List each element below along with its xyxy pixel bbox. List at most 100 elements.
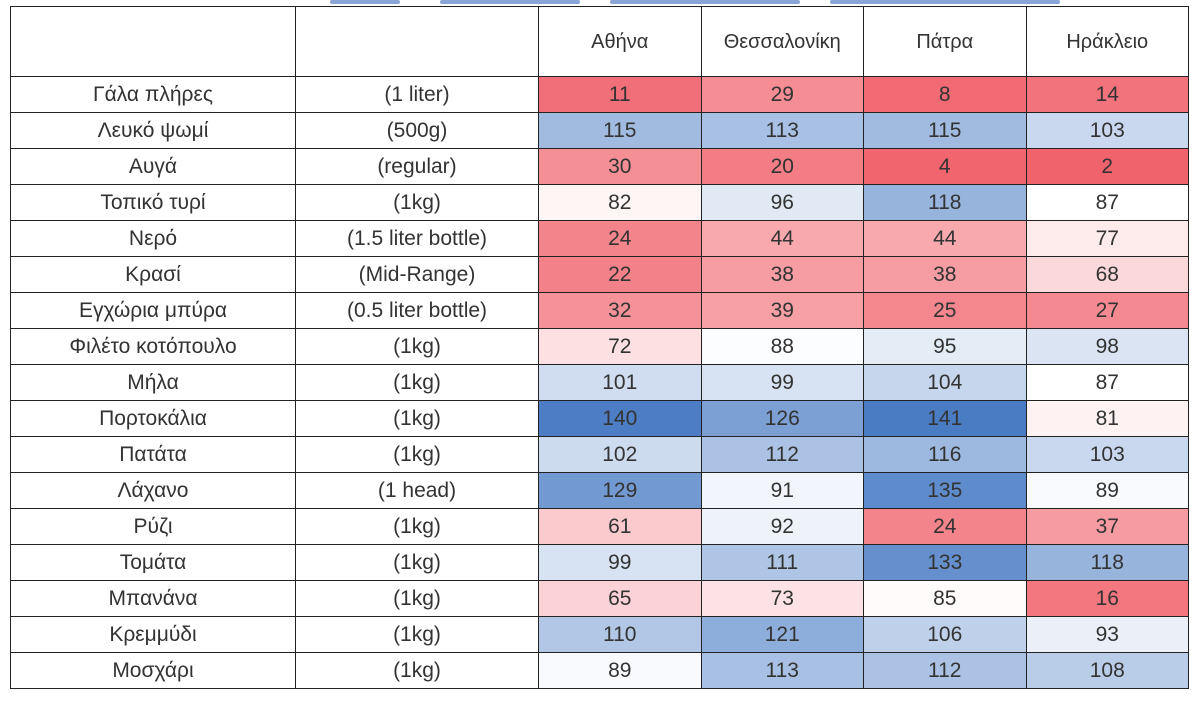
heatmap-cell: 77 [1025, 220, 1189, 257]
row-label: Πορτοκάλια [10, 400, 296, 437]
table-row: Μήλα (1kg) 101 99 104 87 [10, 364, 1189, 401]
table-row: Αυγά (regular) 30 20 4 2 [10, 148, 1189, 185]
heatmap-cell: 115 [538, 112, 702, 149]
cropped-title-fragment [610, 0, 800, 4]
row-label: Ρύζι [10, 508, 296, 545]
row-label: Μοσχάρι [10, 652, 296, 689]
heatmap-cell: 38 [700, 256, 864, 293]
heatmap-cell: 14 [1025, 76, 1189, 113]
table-row: Λευκό ψωμί (500g) 115 113 115 103 [10, 112, 1189, 149]
heatmap-cell: 44 [863, 220, 1027, 257]
heatmap-cell: 25 [863, 292, 1027, 329]
heatmap-cell: 37 [1025, 508, 1189, 545]
row-unit: (regular) [295, 148, 539, 185]
heatmap-cell: 118 [1025, 544, 1189, 581]
row-unit: (1kg) [295, 616, 539, 653]
heatmap-cell: 141 [863, 400, 1027, 437]
column-header-patras: Πάτρα [863, 6, 1027, 77]
heatmap-cell: 102 [538, 436, 702, 473]
row-label: Εγχώρια μπύρα [10, 292, 296, 329]
row-unit: (1kg) [295, 580, 539, 617]
row-unit: (1kg) [295, 364, 539, 401]
heatmap-cell: 61 [538, 508, 702, 545]
row-unit: (1.5 liter bottle) [295, 220, 539, 257]
heatmap-cell: 92 [700, 508, 864, 545]
row-label: Πατάτα [10, 436, 296, 473]
cropped-title-strip [0, 0, 1200, 8]
row-label: Γάλα πλήρες [10, 76, 296, 113]
heatmap-cell: 20 [700, 148, 864, 185]
row-unit: (0.5 liter bottle) [295, 292, 539, 329]
heatmap-cell: 110 [538, 616, 702, 653]
heatmap-cell: 95 [863, 328, 1027, 365]
heatmap-cell: 103 [1025, 436, 1189, 473]
row-unit: (1kg) [295, 436, 539, 473]
header-row: Αθήνα Θεσσαλονίκη Πάτρα Ηράκλειο [10, 6, 1189, 77]
heatmap-cell: 11 [538, 76, 702, 113]
row-label: Φιλέτο κοτόπουλο [10, 328, 296, 365]
heatmap-cell: 129 [538, 472, 702, 509]
heatmap-cell: 65 [538, 580, 702, 617]
row-unit: (1kg) [295, 652, 539, 689]
row-unit: (500g) [295, 112, 539, 149]
heatmap-cell: 88 [700, 328, 864, 365]
row-unit: (1kg) [295, 400, 539, 437]
heatmap-cell: 24 [538, 220, 702, 257]
row-unit: (1kg) [295, 328, 539, 365]
column-header-heraklion: Ηράκλειο [1025, 6, 1189, 77]
table-row: Εγχώρια μπύρα (0.5 liter bottle) 32 39 25 27 [10, 292, 1189, 329]
heatmap-cell: 101 [538, 364, 702, 401]
heatmap-cell: 116 [863, 436, 1027, 473]
row-unit: (Mid-Range) [295, 256, 539, 293]
row-unit: (1kg) [295, 544, 539, 581]
row-label: Λευκό ψωμί [10, 112, 296, 149]
heatmap-cell: 103 [1025, 112, 1189, 149]
row-label: Λάχανο [10, 472, 296, 509]
heatmap-cell: 27 [1025, 292, 1189, 329]
column-header-thessaloniki: Θεσσαλονίκη [700, 6, 864, 77]
table-row: Μπανάνα (1kg) 65 73 85 16 [10, 580, 1189, 617]
heatmap-cell: 87 [1025, 364, 1189, 401]
heatmap-cell: 99 [538, 544, 702, 581]
heatmap-cell: 135 [863, 472, 1027, 509]
heatmap-cell: 113 [700, 652, 864, 689]
heatmap-cell: 72 [538, 328, 702, 365]
cropped-title-fragment [830, 0, 1060, 4]
heatmap-cell: 24 [863, 508, 1027, 545]
heatmap-cell: 96 [700, 184, 864, 221]
heatmap-cell: 112 [863, 652, 1027, 689]
cropped-title-fragment [330, 0, 400, 4]
heatmap-cell: 87 [1025, 184, 1189, 221]
heatmap-cell: 108 [1025, 652, 1189, 689]
heatmap-cell: 118 [863, 184, 1027, 221]
heatmap-cell: 111 [700, 544, 864, 581]
table-row: Μοσχάρι (1kg) 89 113 112 108 [10, 652, 1189, 689]
heatmap-cell: 30 [538, 148, 702, 185]
row-label: Τομάτα [10, 544, 296, 581]
heatmap-cell: 112 [700, 436, 864, 473]
heatmap-cell: 121 [700, 616, 864, 653]
table-row: Τομάτα (1kg) 99 111 133 118 [10, 544, 1189, 581]
row-label: Μήλα [10, 364, 296, 401]
row-label: Κρασί [10, 256, 296, 293]
row-label: Αυγά [10, 148, 296, 185]
table-row: Πορτοκάλια (1kg) 140 126 141 81 [10, 400, 1189, 437]
cropped-title-fragment [440, 0, 580, 4]
heatmap-cell: 22 [538, 256, 702, 293]
table-row: Κρασί (Mid-Range) 22 38 38 68 [10, 256, 1189, 293]
heatmap-cell: 115 [863, 112, 1027, 149]
column-header-athens: Αθήνα [538, 6, 702, 77]
heatmap-cell: 99 [700, 364, 864, 401]
table-row: Νερό (1.5 liter bottle) 24 44 44 77 [10, 220, 1189, 257]
row-unit: (1 head) [295, 472, 539, 509]
heatmap-cell: 93 [1025, 616, 1189, 653]
row-label: Μπανάνα [10, 580, 296, 617]
row-unit: (1kg) [295, 508, 539, 545]
table-row: Φιλέτο κοτόπουλο (1kg) 72 88 95 98 [10, 328, 1189, 365]
heatmap-cell: 73 [700, 580, 864, 617]
table-row: Λάχανο (1 head) 129 91 135 89 [10, 472, 1189, 509]
price-heatmap-table: Αθήνα Θεσσαλονίκη Πάτρα Ηράκλειο Γάλα πλ… [10, 6, 1189, 689]
heatmap-cell: 2 [1025, 148, 1189, 185]
heatmap-cell: 39 [700, 292, 864, 329]
heatmap-cell: 38 [863, 256, 1027, 293]
